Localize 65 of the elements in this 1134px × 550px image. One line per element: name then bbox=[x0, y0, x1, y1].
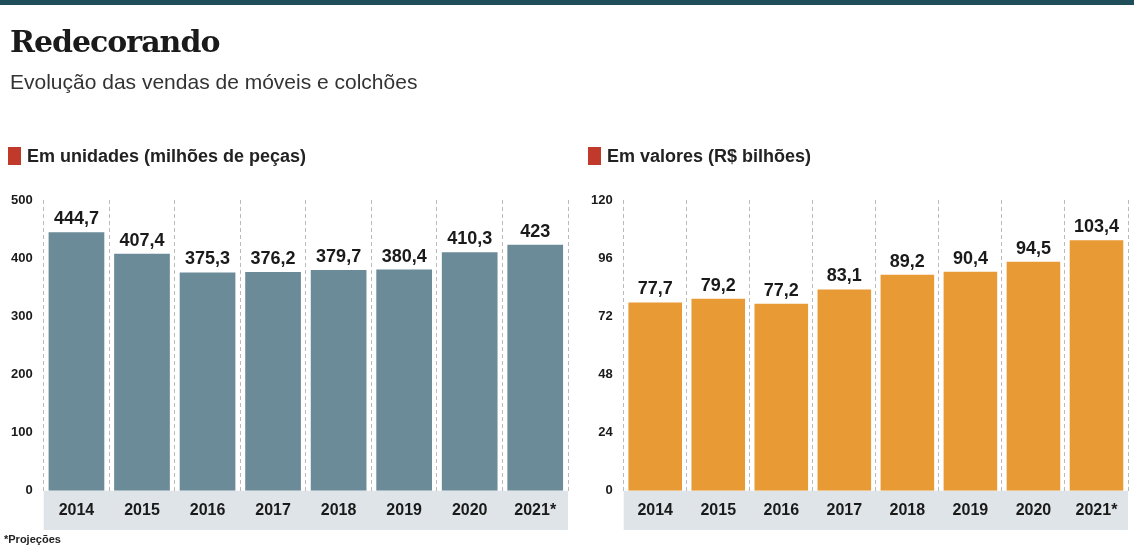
bar bbox=[691, 298, 746, 491]
x-tick-label: 2016 bbox=[763, 500, 800, 518]
data-label: 423 bbox=[520, 220, 551, 241]
data-label: 380,4 bbox=[381, 245, 427, 266]
data-label: 83,1 bbox=[826, 265, 862, 286]
chart-title: Em valores (R$ bilhões) bbox=[607, 145, 812, 167]
bar bbox=[817, 289, 872, 491]
bar bbox=[441, 252, 498, 491]
x-tick-label: 2015 bbox=[124, 500, 160, 518]
x-tick-label: 2014 bbox=[637, 500, 674, 518]
x-tick-label: 2020 bbox=[1015, 500, 1052, 518]
bar bbox=[943, 271, 998, 491]
y-tick-label: 100 bbox=[10, 424, 33, 440]
data-label: 376,2 bbox=[250, 247, 296, 268]
y-tick-label: 24 bbox=[598, 424, 614, 440]
data-label: 94,5 bbox=[1015, 237, 1051, 258]
bar bbox=[754, 303, 809, 491]
y-tick-label: 120 bbox=[590, 191, 613, 207]
data-label: 103,4 bbox=[1073, 216, 1119, 237]
x-tick-label: 2019 bbox=[952, 500, 989, 518]
x-tick-label: 2019 bbox=[386, 500, 423, 518]
bar bbox=[179, 272, 236, 491]
text: *Projeções bbox=[4, 533, 61, 545]
x-tick-label: 2017 bbox=[255, 500, 291, 518]
data-label: 79,2 bbox=[700, 274, 736, 295]
x-tick-label: 2014 bbox=[58, 500, 95, 518]
bar bbox=[1069, 240, 1124, 491]
data-label: 90,4 bbox=[952, 247, 988, 268]
x-tick-label: 2021* bbox=[514, 500, 557, 518]
x-tick-label: 2018 bbox=[889, 500, 926, 518]
text: Evolução das vendas de móveis e colchões bbox=[10, 70, 418, 94]
x-tick-label: 2015 bbox=[700, 500, 737, 518]
bar bbox=[376, 269, 433, 491]
y-tick-label: 300 bbox=[10, 307, 33, 323]
data-label: 379,7 bbox=[316, 245, 362, 266]
y-tick-label: 400 bbox=[10, 249, 33, 265]
y-tick-label: 72 bbox=[598, 307, 613, 323]
x-tick-label: 2020 bbox=[451, 500, 488, 518]
chart-title: Em unidades (milhões de peças) bbox=[27, 145, 307, 167]
bar bbox=[245, 272, 301, 491]
bar bbox=[1006, 261, 1061, 491]
bar bbox=[628, 302, 682, 491]
x-tick-label: 2021* bbox=[1075, 500, 1119, 518]
y-tick-label: 0 bbox=[25, 482, 33, 498]
y-tick-label: 48 bbox=[598, 366, 613, 382]
x-tick-label: 2018 bbox=[320, 500, 357, 518]
data-label: 77,2 bbox=[763, 279, 799, 300]
y-tick-label: 96 bbox=[598, 249, 613, 265]
x-tick-label: 2016 bbox=[189, 500, 226, 518]
y-tick-label: 0 bbox=[605, 482, 613, 498]
bar bbox=[48, 232, 105, 491]
x-tick-label: 2017 bbox=[826, 500, 863, 518]
text: Redecorando bbox=[10, 24, 220, 59]
data-label: 375,3 bbox=[185, 248, 231, 269]
bar bbox=[507, 244, 564, 491]
y-tick-label: 200 bbox=[10, 366, 33, 382]
y-tick-label: 500 bbox=[10, 191, 33, 207]
data-label: 89,2 bbox=[889, 250, 925, 271]
data-label: 77,7 bbox=[637, 278, 673, 299]
bar bbox=[310, 269, 367, 491]
data-label: 444,7 bbox=[53, 208, 99, 229]
data-label: 410,3 bbox=[447, 228, 493, 249]
bar bbox=[880, 274, 935, 491]
bar bbox=[114, 253, 170, 491]
data-label: 407,4 bbox=[119, 229, 165, 250]
